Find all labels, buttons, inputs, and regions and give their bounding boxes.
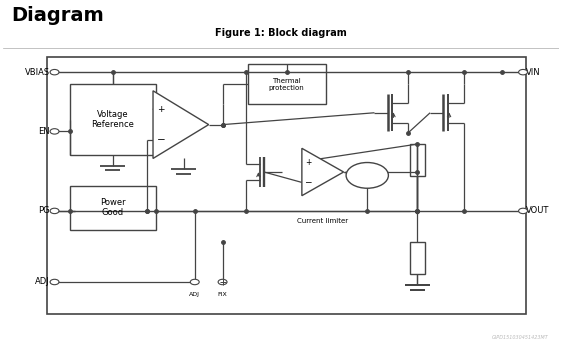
Polygon shape (302, 148, 343, 196)
Circle shape (519, 69, 528, 75)
Circle shape (50, 279, 59, 285)
Text: VIN: VIN (526, 68, 541, 77)
Text: −: − (156, 135, 165, 145)
Text: ADJ: ADJ (189, 292, 200, 297)
Text: Current limiter: Current limiter (297, 218, 348, 224)
Text: Diagram: Diagram (11, 6, 104, 25)
Text: GIPD151030451423MT: GIPD151030451423MT (491, 334, 548, 340)
Polygon shape (153, 91, 209, 159)
Text: FIX: FIX (217, 292, 228, 297)
Circle shape (519, 208, 528, 214)
Text: PG: PG (38, 206, 50, 215)
Text: Voltage
Reference: Voltage Reference (91, 110, 134, 129)
Text: Figure 1: Block diagram: Figure 1: Block diagram (215, 28, 347, 38)
Circle shape (346, 162, 388, 188)
Text: +: + (305, 158, 311, 167)
Text: EN: EN (38, 127, 50, 136)
Text: ADJ: ADJ (35, 278, 50, 287)
Circle shape (50, 69, 59, 75)
Bar (410, 144, 425, 176)
Text: Thermal
protection: Thermal protection (269, 77, 305, 90)
Circle shape (50, 208, 59, 214)
Text: VOUT: VOUT (526, 206, 549, 215)
Circle shape (191, 279, 199, 285)
Bar (410, 242, 425, 275)
Text: VBIAS: VBIAS (25, 68, 50, 77)
Bar (70, 185, 156, 229)
Bar (248, 64, 325, 104)
Text: +: + (157, 105, 165, 114)
Text: −: − (304, 177, 312, 186)
Circle shape (50, 129, 59, 134)
Text: Power
Good: Power Good (100, 198, 125, 217)
Bar (47, 57, 526, 314)
Bar (70, 84, 156, 155)
Circle shape (218, 279, 227, 285)
